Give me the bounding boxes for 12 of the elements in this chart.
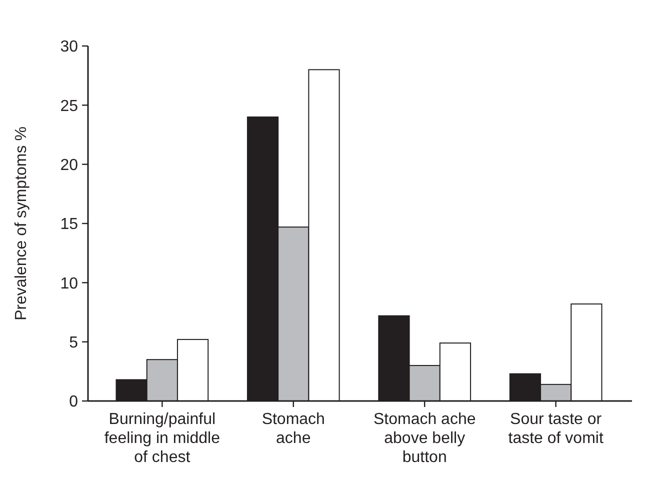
y-tick-label: 25 (60, 98, 78, 115)
y-axis-title: Prevalence of symptoms % (13, 126, 30, 320)
y-tick-label: 20 (60, 156, 78, 174)
x-tick-label: Sour taste or taste of vomit (508, 411, 604, 447)
y-tick-label: 10 (60, 275, 78, 292)
y-tick-label: 15 (60, 216, 78, 234)
y-tick-label: 5 (69, 334, 78, 352)
y-tick-label: 30 (60, 38, 78, 56)
x-tick-label: Stomach ache above belly button (373, 411, 476, 466)
x-tick-label: Burning/painful feeling in middle of chest (104, 411, 220, 466)
y-tick-label: 0 (69, 394, 78, 411)
x-tick-label: Stomach ache (262, 411, 325, 447)
